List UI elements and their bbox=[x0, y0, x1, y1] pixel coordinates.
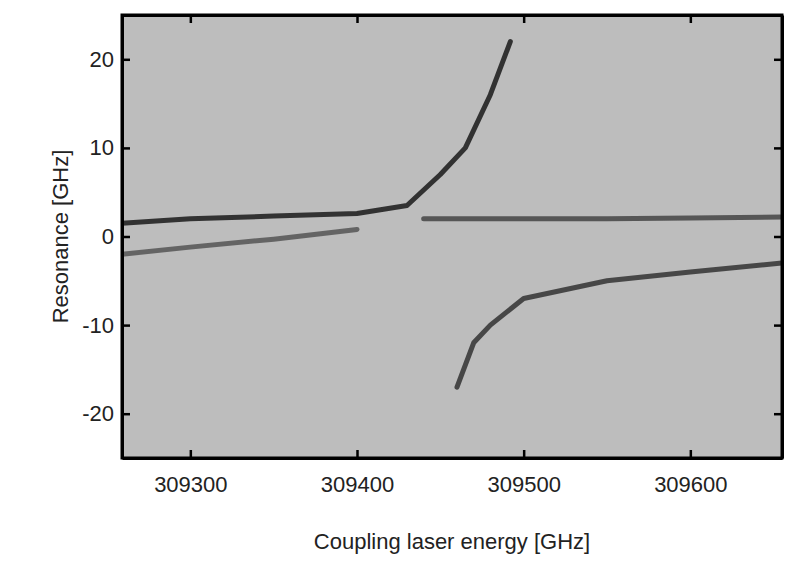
plot-frame bbox=[122, 15, 782, 458]
plot: 309300 309400 309500 309600 -20 -10 0 10 20 bbox=[82, 15, 782, 497]
tick-label: 0 bbox=[102, 224, 114, 249]
tick-label: 20 bbox=[90, 47, 114, 72]
marks bbox=[122, 42, 782, 388]
resonance-line bbox=[457, 263, 782, 387]
tick: 20 bbox=[90, 47, 130, 72]
plot-background bbox=[122, 15, 782, 458]
tick-label: 10 bbox=[90, 135, 114, 160]
resonance-line bbox=[122, 42, 510, 224]
tick-label: 309600 bbox=[654, 472, 727, 497]
tick-label: 309300 bbox=[154, 472, 227, 497]
y-axis-title: Resonance [GHz] bbox=[48, 150, 73, 324]
resonance-line bbox=[122, 229, 357, 254]
resonance-line bbox=[424, 217, 782, 219]
tick-label: 309500 bbox=[487, 472, 560, 497]
tick: 10 bbox=[90, 135, 130, 160]
chart: 309300 309400 309500 309600 -20 -10 0 10 20 Coupl… bbox=[0, 0, 796, 569]
tick: 0 bbox=[102, 224, 130, 249]
tick-label: 309400 bbox=[321, 472, 394, 497]
tick-label: -20 bbox=[82, 401, 114, 426]
tick-label: -10 bbox=[82, 313, 114, 338]
x-axis-title: Coupling laser energy [GHz] bbox=[314, 529, 590, 554]
